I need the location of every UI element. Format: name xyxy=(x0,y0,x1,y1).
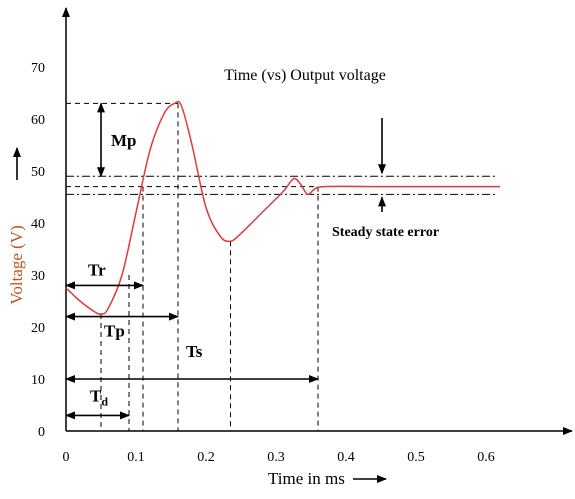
y-tick-label: 20 xyxy=(31,321,45,336)
ts-label: Ts xyxy=(186,342,203,361)
y-axis-label: Voltage (V) xyxy=(7,225,26,304)
x-tick-label: 0.1 xyxy=(127,450,145,465)
y-tick-label: 10 xyxy=(31,373,45,388)
y-tick-label: 60 xyxy=(31,113,45,128)
y-tick-label: 40 xyxy=(31,217,45,232)
y-tick-label: 0 xyxy=(38,425,45,440)
y-tick-label: 70 xyxy=(31,61,45,76)
tr-label: Tr xyxy=(88,260,106,279)
output-voltage-curve xyxy=(65,100,500,315)
x-tick-label: 0.5 xyxy=(407,450,425,465)
y-tick-label: 50 xyxy=(31,165,45,180)
x-tick-label: 0.6 xyxy=(477,450,495,465)
x-tick-label: 0 xyxy=(63,450,70,465)
td-label: Td xyxy=(90,386,108,408)
x-tick-label: 0.2 xyxy=(197,450,215,465)
steady-state-error-label: Steady state error xyxy=(332,225,439,240)
y-tick-label: 30 xyxy=(31,269,45,284)
chart-title: Time (vs) Output voltage xyxy=(224,67,386,84)
x-axis-label: Time in ms xyxy=(268,469,345,488)
tp-label: Tp xyxy=(104,322,125,341)
mp-label: Mp xyxy=(111,131,137,150)
x-tick-label: 0.4 xyxy=(337,450,355,465)
x-tick-label: 0.3 xyxy=(267,450,285,465)
td-subscript: d xyxy=(101,394,108,408)
